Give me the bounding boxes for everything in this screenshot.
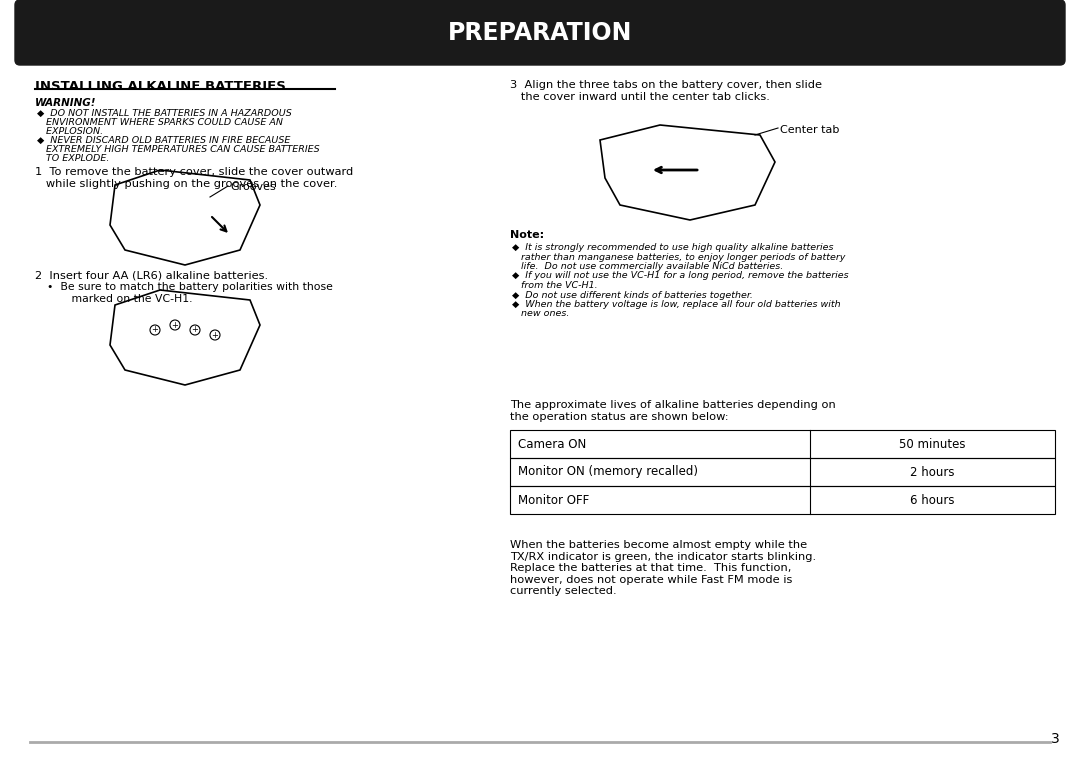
- Bar: [510, 430, 1055, 458]
- Text: •  Be sure to match the battery polarities with those
       marked on the VC-H1: • Be sure to match the battery polaritie…: [48, 282, 333, 303]
- Text: ◆  If you will not use the VC-H1 for a long period, remove the batteries: ◆ If you will not use the VC-H1 for a lo…: [512, 271, 849, 280]
- Text: 2  Insert four AA (LR6) alkaline batteries.: 2 Insert four AA (LR6) alkaline batterie…: [35, 270, 268, 280]
- Text: 2 hours: 2 hours: [910, 465, 955, 479]
- Text: rather than manganese batteries, to enjoy longer periods of battery: rather than manganese batteries, to enjo…: [512, 252, 846, 261]
- Text: ◆  DO NOT INSTALL THE BATTERIES IN A HAZARDOUS: ◆ DO NOT INSTALL THE BATTERIES IN A HAZA…: [37, 109, 292, 118]
- Text: 6 hours: 6 hours: [910, 493, 955, 506]
- Text: EXPLOSION.: EXPLOSION.: [37, 127, 103, 136]
- Text: TO EXPLODE.: TO EXPLODE.: [37, 154, 109, 163]
- Text: 3  Align the three tabs on the battery cover, then slide
   the cover inward unt: 3 Align the three tabs on the battery co…: [510, 80, 822, 102]
- Text: ◆  It is strongly recommended to use high quality alkaline batteries: ◆ It is strongly recommended to use high…: [512, 243, 834, 252]
- Text: Monitor OFF: Monitor OFF: [518, 493, 590, 506]
- Text: ◆  When the battery voltage is low, replace all four old batteries with: ◆ When the battery voltage is low, repla…: [512, 300, 840, 309]
- Text: +: +: [212, 331, 218, 340]
- Text: Note:: Note:: [510, 230, 544, 240]
- Bar: [510, 486, 1055, 514]
- Text: The approximate lives of alkaline batteries depending on
the operation status ar: The approximate lives of alkaline batter…: [510, 400, 836, 422]
- Text: PREPARATION: PREPARATION: [448, 21, 632, 45]
- Text: +: +: [172, 321, 178, 330]
- Text: +: +: [191, 325, 199, 334]
- Text: Grooves: Grooves: [230, 182, 275, 192]
- Text: Center tab: Center tab: [780, 125, 839, 135]
- Text: ◆  NEVER DISCARD OLD BATTERIES IN FIRE BECAUSE: ◆ NEVER DISCARD OLD BATTERIES IN FIRE BE…: [37, 136, 291, 145]
- Text: ENVIRONMENT WHERE SPARKS COULD CAUSE AN: ENVIRONMENT WHERE SPARKS COULD CAUSE AN: [37, 118, 283, 127]
- Text: EXTREMELY HIGH TEMPERATURES CAN CAUSE BATTERIES: EXTREMELY HIGH TEMPERATURES CAN CAUSE BA…: [37, 145, 320, 154]
- Text: 1  To remove the battery cover, slide the cover outward
   while slightly pushin: 1 To remove the battery cover, slide the…: [35, 167, 353, 188]
- Text: Monitor ON (memory recalled): Monitor ON (memory recalled): [518, 465, 698, 479]
- Text: life.  Do not use commercially available NiCd batteries.: life. Do not use commercially available …: [512, 262, 783, 271]
- Text: ◆  Do not use different kinds of batteries together.: ◆ Do not use different kinds of batterie…: [512, 290, 753, 299]
- Text: WARNING!: WARNING!: [35, 98, 96, 108]
- Text: 50 minutes: 50 minutes: [900, 438, 966, 451]
- Text: INSTALLING ALKALINE BATTERIES: INSTALLING ALKALINE BATTERIES: [35, 80, 286, 93]
- FancyBboxPatch shape: [15, 0, 1065, 65]
- Bar: [510, 458, 1055, 486]
- Text: Camera ON: Camera ON: [518, 438, 586, 451]
- Text: new ones.: new ones.: [512, 309, 569, 318]
- Text: When the batteries become almost empty while the
TX/RX indicator is green, the i: When the batteries become almost empty w…: [510, 540, 816, 597]
- Text: 3: 3: [1051, 732, 1059, 746]
- Text: from the VC-H1.: from the VC-H1.: [512, 281, 597, 290]
- Text: +: +: [151, 325, 159, 334]
